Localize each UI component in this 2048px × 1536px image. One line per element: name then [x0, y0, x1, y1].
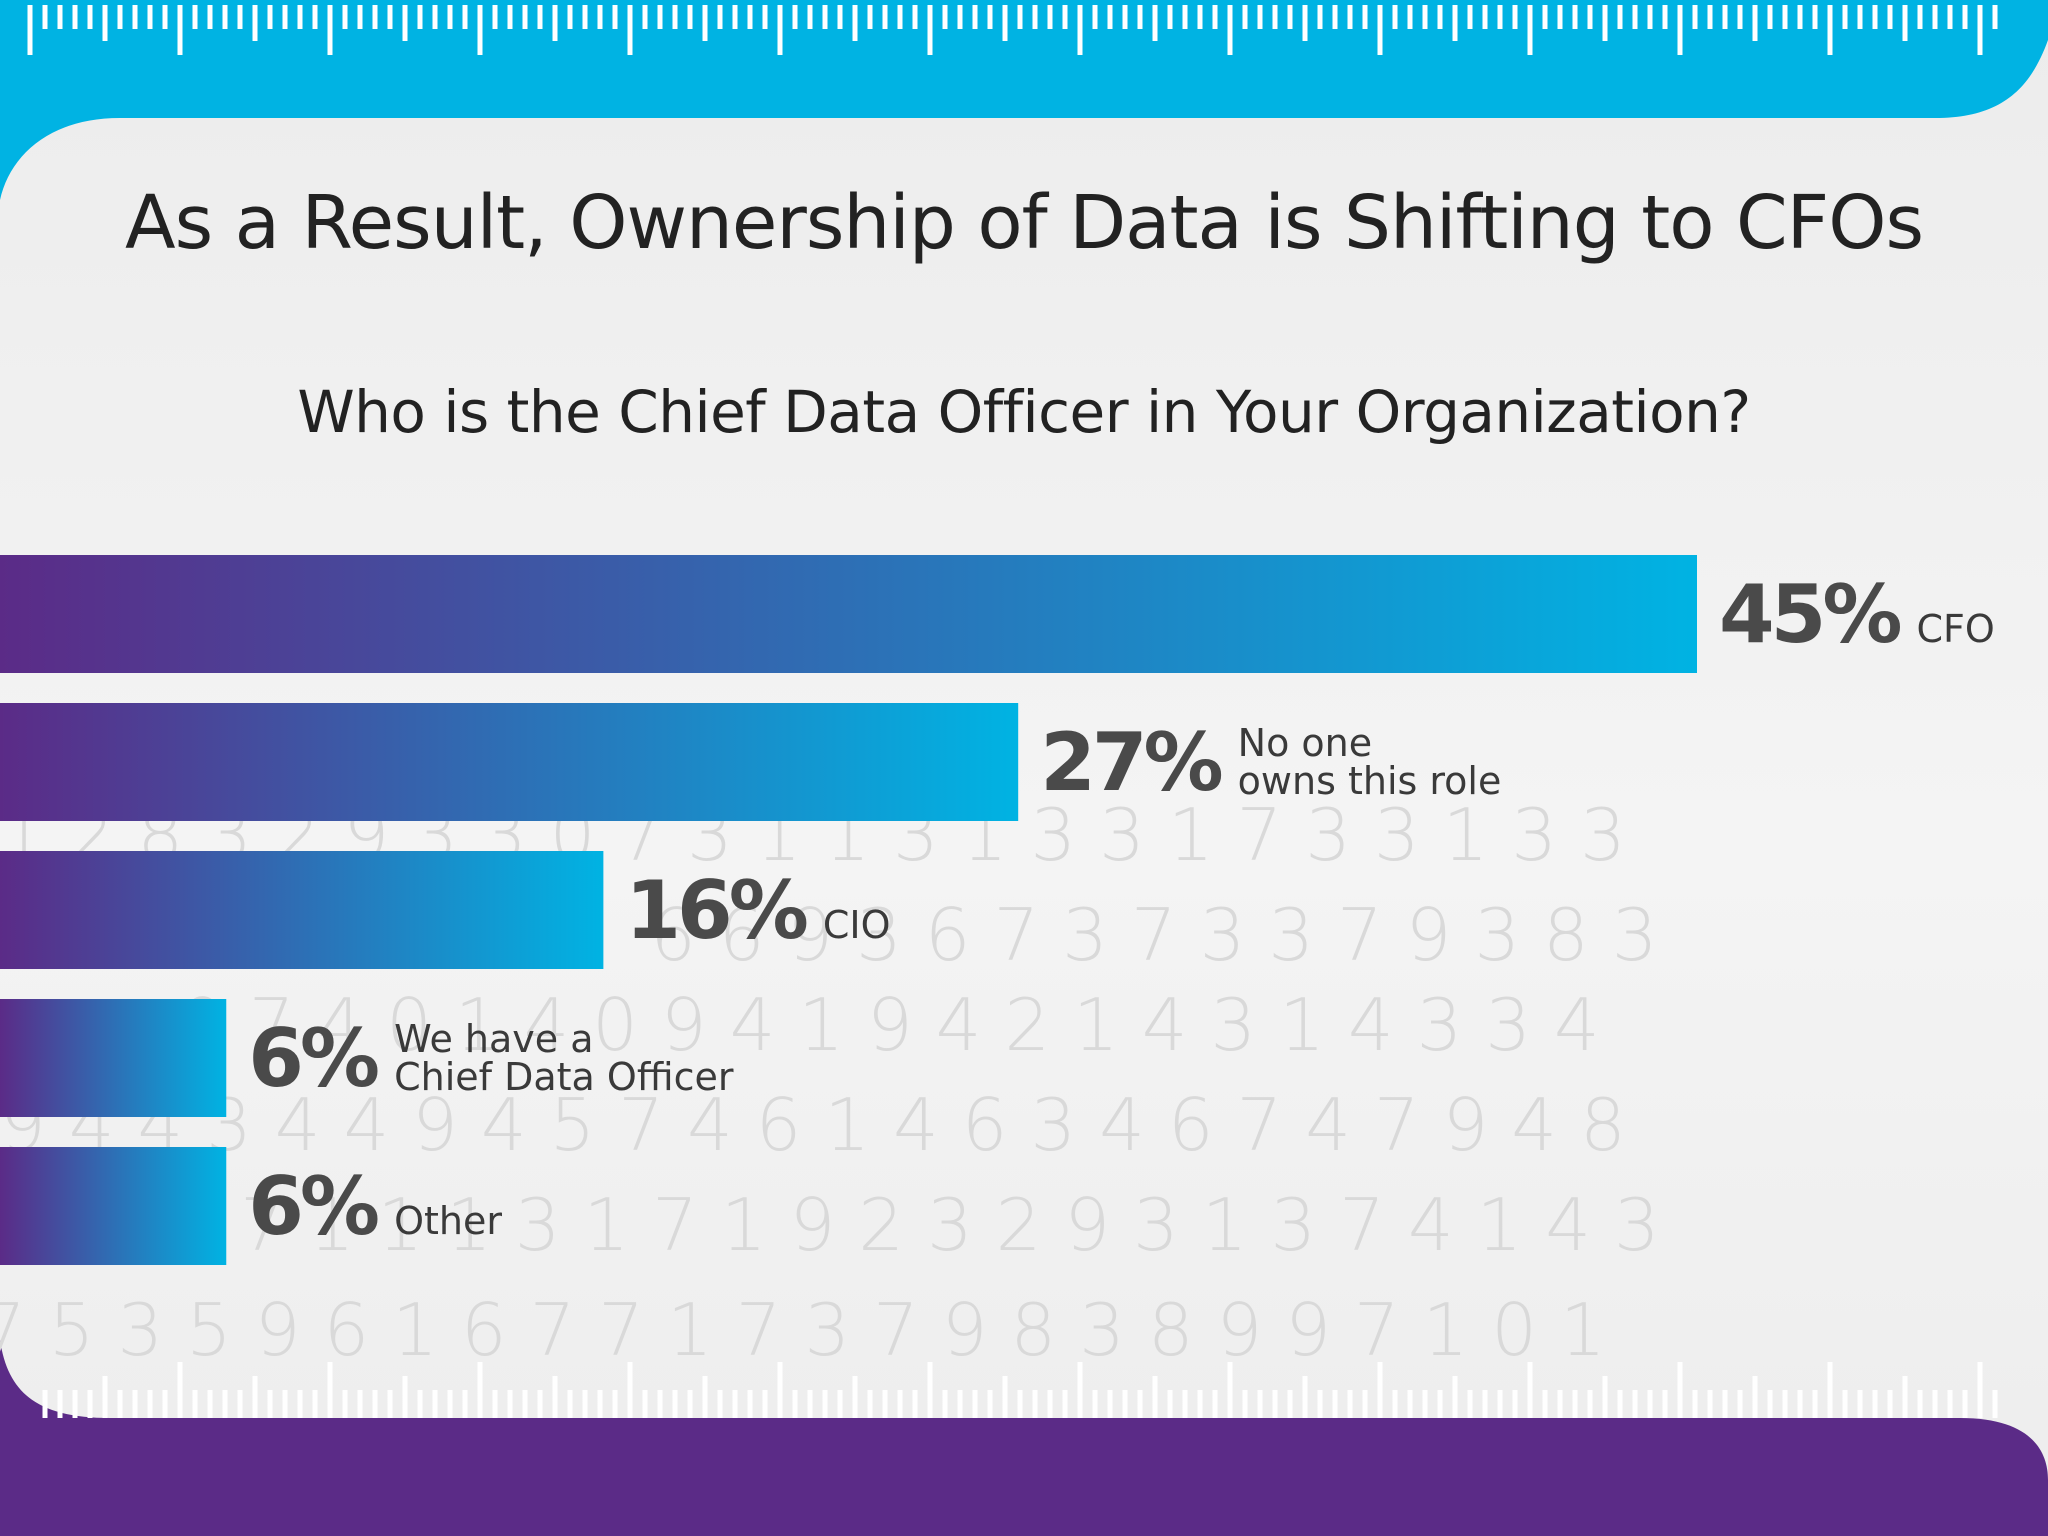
bar: [0, 999, 227, 1117]
bar-value-label: 27%: [1040, 716, 1221, 809]
bar-category-label-line: No one: [1238, 721, 1372, 765]
bar-category-label-line: Chief Data Officer: [394, 1055, 734, 1099]
bar-category-label: No one owns this role: [1238, 721, 1502, 803]
digit-row: 7 5 3 5 9 6 1 6 7 7 1 7 3 7 9 8 3 8 9 9 …: [0, 1288, 1606, 1372]
digit-row: 9 4 4 3 4 4 9 4 5 7 4 6 1 4 6 3 4 6 7 4 …: [0, 1083, 1626, 1167]
bar-value-label: 6%: [248, 1012, 378, 1105]
chart-title: As a Result, Ownership of Data is Shifti…: [124, 180, 1924, 266]
top-ruler-band: [0, 0, 2048, 200]
bar-category-label-line: owns this role: [1238, 759, 1502, 803]
bottom-ruler-ticks: [42, 1362, 1998, 1418]
chart-subtitle: Who is the Chief Data Officer in Your Or…: [297, 378, 1751, 446]
bar: [0, 703, 1019, 821]
bottom-ruler-band: [0, 1340, 2048, 1536]
bar-value-label: 6%: [248, 1160, 378, 1253]
digit-row: 7 1 1 1 3 1 7 1 9 2 3 2 9 3 1 3 7 4 1 4 …: [240, 1183, 1660, 1267]
bar-value-label: 45%: [1719, 568, 1900, 661]
bar-value-label: 16%: [625, 864, 806, 957]
bar-category-label: CIO: [823, 903, 891, 947]
digit-row: 6 6 9 3 6 7 3 7 3 3 7 9 3 8 3: [650, 893, 1658, 977]
bar: [0, 1147, 227, 1265]
bar: [0, 555, 1697, 673]
digit-row: 9 7 4 0 1 4 0 9 4 1 9 4 2 1 4 3 1 4 3 3 …: [180, 983, 1600, 1067]
bar-category-label: CFO: [1916, 607, 1994, 651]
top-ruler-ticks: [27, 5, 1998, 55]
bar-category-label-line: We have a: [394, 1017, 593, 1061]
bar: [0, 851, 604, 969]
bar-category-label: We have a Chief Data Officer: [394, 1017, 734, 1099]
bar-category-label: Other: [394, 1199, 502, 1243]
